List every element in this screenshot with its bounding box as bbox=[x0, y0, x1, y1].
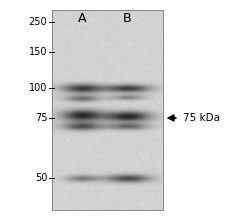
Text: 150: 150 bbox=[29, 47, 47, 57]
Text: 250: 250 bbox=[28, 17, 47, 27]
Bar bbox=[52, 10, 162, 210]
Text: 75 kDa: 75 kDa bbox=[182, 113, 219, 123]
Text: 75: 75 bbox=[35, 113, 47, 123]
Text: 50: 50 bbox=[35, 173, 47, 183]
Text: A: A bbox=[78, 11, 86, 24]
Text: 100: 100 bbox=[29, 83, 47, 93]
Text: B: B bbox=[123, 11, 131, 24]
